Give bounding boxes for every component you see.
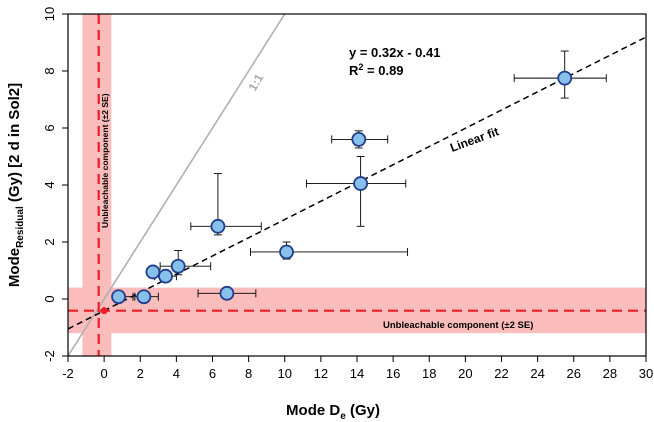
data-point — [158, 268, 173, 284]
y-axis-ticks: -2 0 2 4 6 8 10 — [42, 7, 68, 362]
data-point — [136, 289, 152, 305]
error-bars — [112, 50, 607, 301]
one-to-one-label: 1:1 — [245, 71, 266, 93]
data-point — [351, 131, 367, 147]
fit-equation: y = 0.32x - 0.41 — [349, 45, 440, 60]
x-axis-title: Mode De (Gy) — [286, 402, 380, 422]
x-tick-label: 8 — [245, 366, 252, 381]
x-tick-label: 16 — [386, 366, 400, 381]
x-tick-label: 10 — [278, 366, 292, 381]
data-point — [145, 264, 161, 280]
y-tick-label: 2 — [42, 238, 57, 245]
y-tick-label: 0 — [42, 295, 57, 302]
data-point — [557, 70, 573, 86]
y-axis-title: ModeResidual (Gy) [2 d in Sol2] — [6, 83, 26, 287]
data-point — [219, 285, 235, 301]
x-tick-label: 12 — [314, 366, 328, 381]
data-point — [170, 258, 186, 274]
x-tick-label: -2 — [62, 366, 74, 381]
x-tick-label: 24 — [530, 366, 544, 381]
x-axis-ticks: -2 0 2 4 6 8 10 12 14 16 18 20 22 24 26 28 30 — [62, 356, 653, 381]
data-point — [353, 176, 369, 191]
x-tick-label: 28 — [603, 366, 617, 381]
x-tick-label: 4 — [173, 366, 180, 381]
x-tick-label: 6 — [209, 366, 216, 381]
data-points — [100, 70, 573, 315]
data-point — [210, 218, 226, 234]
x-tick-label: 20 — [458, 366, 472, 381]
data-point — [279, 244, 294, 260]
linear-fit-label: Linear fit — [448, 124, 500, 154]
r-squared: R2 = 0.89 — [349, 62, 404, 78]
y-tick-label: 6 — [42, 124, 57, 131]
error-bar — [305, 156, 407, 227]
data-point — [111, 289, 126, 305]
x-tick-label: 26 — [567, 366, 581, 381]
y-tick-label: 8 — [42, 67, 57, 74]
error-bar — [249, 241, 409, 260]
one-to-one-line — [68, 14, 286, 356]
y-tick-label: -2 — [42, 350, 57, 362]
x-tick-label: 22 — [494, 366, 508, 381]
x-tick-label: 2 — [137, 366, 144, 381]
x-tick-label: 18 — [422, 366, 436, 381]
x-tick-label: 30 — [639, 366, 653, 381]
y-tick-label: 10 — [42, 7, 57, 21]
x-tick-label: 0 — [101, 366, 108, 381]
y-tick-label: 4 — [42, 181, 57, 188]
error-bar — [190, 173, 262, 236]
vertical-band-label: Unbleachable component (±2 SE) — [100, 93, 110, 228]
horizontal-band-label: Unbleachable component (±2 SE) — [383, 320, 533, 331]
unbleachable-point — [100, 307, 108, 315]
x-tick-label: 14 — [350, 366, 364, 381]
